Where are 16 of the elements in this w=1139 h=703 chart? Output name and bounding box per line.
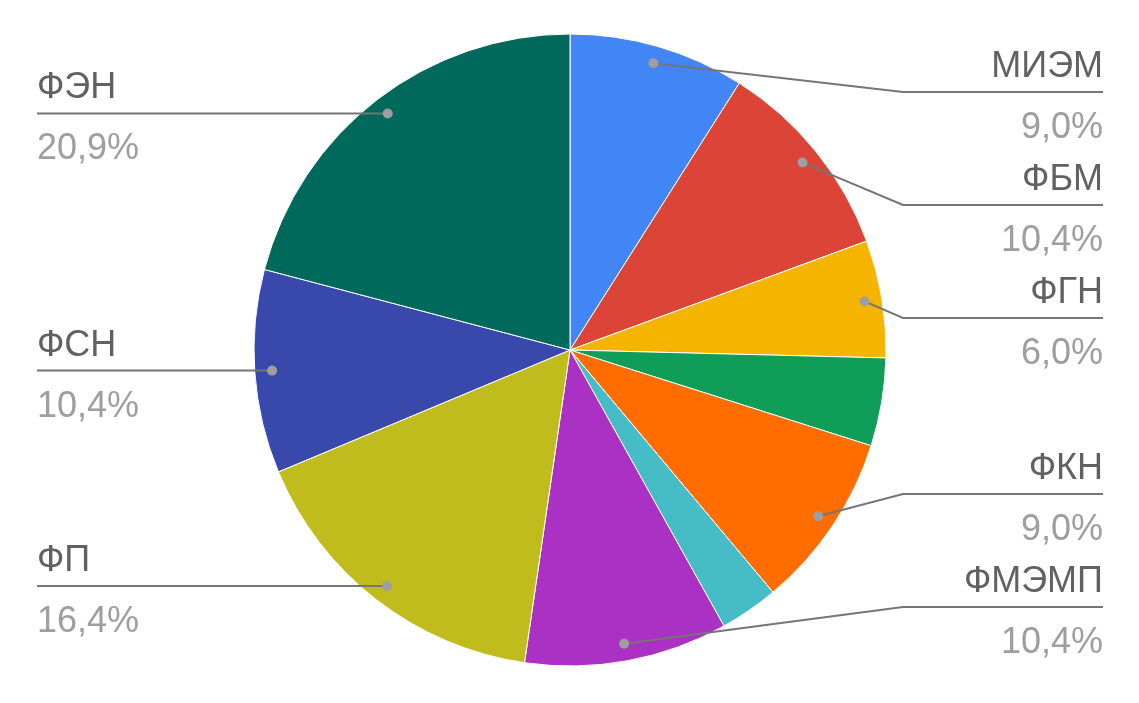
slice-label: ФБМ <box>1022 157 1103 198</box>
slice-label: МИЭМ <box>991 44 1103 85</box>
data-label: 16,4% <box>37 598 140 640</box>
slice-label: ФЭН <box>37 65 117 107</box>
slice-label: ФКН <box>1028 446 1103 487</box>
slice-label: ФМЭМП <box>963 559 1103 600</box>
data-label: 9,0% <box>1020 507 1103 548</box>
data-label: 20,9% <box>37 126 140 168</box>
slice-label: ФГН <box>1030 270 1103 311</box>
data-label: 10,4% <box>1000 218 1103 259</box>
data-label: 10,4% <box>1000 620 1103 661</box>
data-label: 6,0% <box>1020 331 1103 372</box>
slice-label: ФСН <box>37 322 117 364</box>
data-label: 9,0% <box>1020 105 1103 146</box>
data-label: 10,4% <box>37 383 140 425</box>
slice-label: ФП <box>37 537 91 579</box>
